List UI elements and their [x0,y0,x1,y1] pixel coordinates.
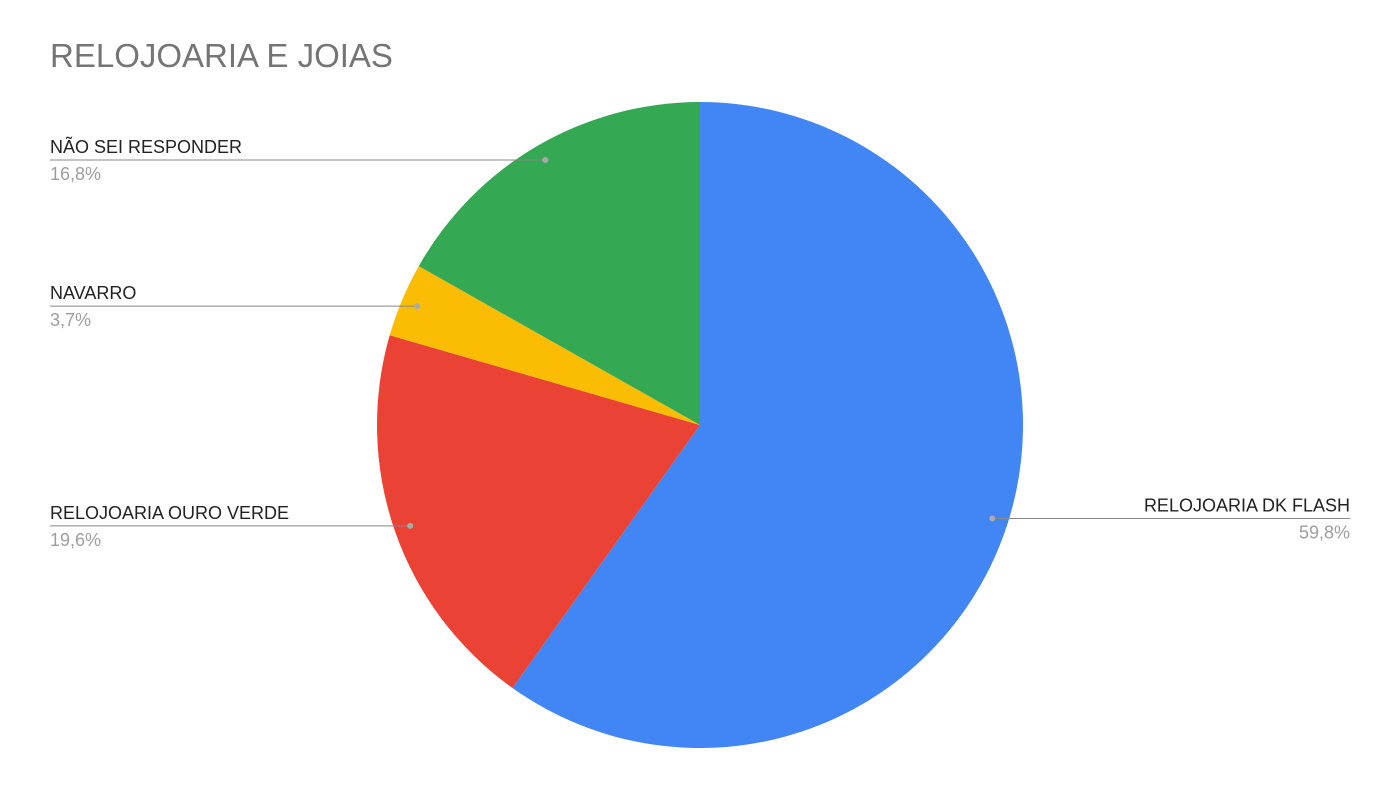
chart-title: RELOJOARIA E JOIAS [50,37,393,74]
pie-slice [512,102,1024,749]
pie-slice [376,335,700,688]
slice-value-label: 3,7% [50,310,91,330]
leader-dot [407,522,414,529]
slice-label: RELOJOARIA OURO VERDE [50,503,289,523]
leader-dot [542,156,549,163]
pie-slice [389,266,700,425]
slice-label: RELOJOARIA DK FLASH [1144,496,1350,516]
slice-value-label: 16,8% [50,164,101,184]
slice-value-label: 59,8% [1299,523,1350,543]
leader-dot [989,515,996,522]
slice-label: NAVARRO [50,283,136,303]
pie-slice [418,102,700,425]
slice-label: NÃO SEI RESPONDER [50,136,242,157]
leader-dot [414,303,421,310]
slice-value-label: 19,6% [50,530,101,550]
